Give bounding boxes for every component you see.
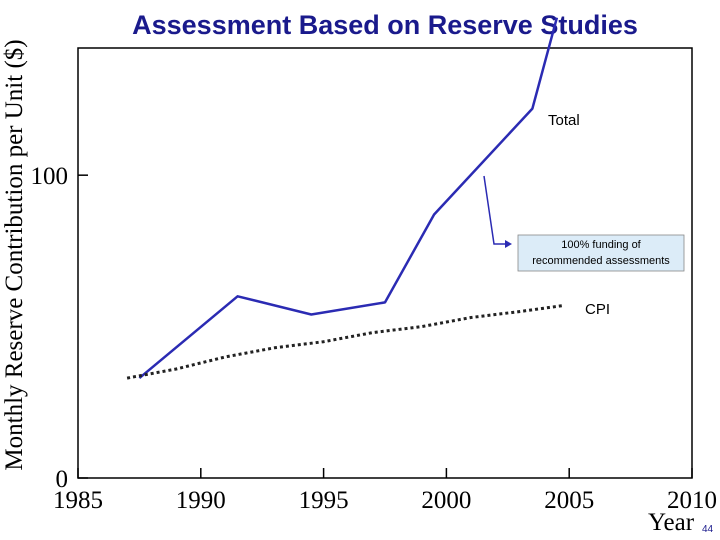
x-axis-ticks: 1985 1990 1995 2000 2005 2010 (53, 468, 717, 514)
chart-title: Assessment Based on Reserve Studies (132, 10, 638, 40)
page-number: 44 (702, 524, 714, 535)
total-series-label: Total (548, 112, 580, 129)
x-tick-label: 2010 (667, 487, 717, 514)
x-tick-label: 2000 (421, 487, 471, 514)
x-axis-label: Year (648, 509, 695, 536)
note-line-2: recommended assessments (532, 255, 670, 267)
series-line-cpi (126, 303, 565, 380)
note-arrow (483, 175, 507, 245)
y-tick-label: 0 (56, 466, 69, 493)
x-tick-label: 1985 (53, 487, 103, 514)
note-arrowhead (505, 240, 512, 248)
x-tick-label: 1995 (299, 487, 349, 514)
series-layer (126, 17, 565, 380)
cpi-series-label: CPI (585, 301, 610, 318)
y-axis-label: Monthly Reserve Contribution per Unit ($… (1, 39, 28, 470)
y-tick-label: 100 (31, 163, 69, 190)
plot-frame (77, 47, 693, 479)
x-tick-label: 2005 (544, 487, 594, 514)
x-tick-label: 1990 (176, 487, 226, 514)
note-line-1: 100% funding of (561, 239, 641, 251)
series-line-total (138, 17, 559, 380)
note-box (517, 234, 685, 272)
y-axis-ticks: 0 100 (31, 163, 88, 493)
